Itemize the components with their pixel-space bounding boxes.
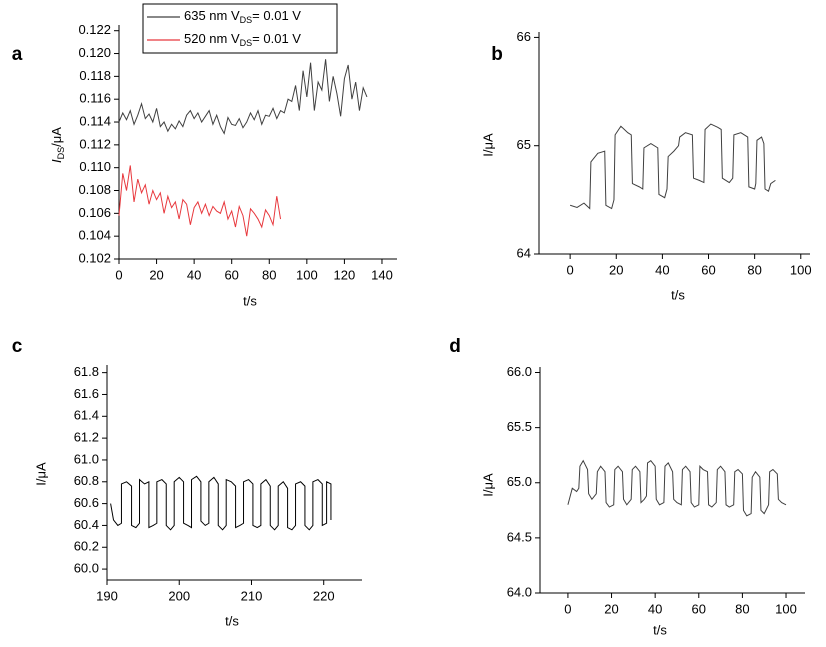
x-tick-label: 190 <box>96 588 118 603</box>
panel: c 190 200 210 220 60.0 60.2 60.4 60.6 60.8 61.0 61.… <box>12 336 362 628</box>
data-line <box>110 475 332 531</box>
x-tick-label: 0 <box>115 267 122 282</box>
x-tick-label: 60 <box>701 262 715 277</box>
y-tick-label: 64 <box>517 245 531 260</box>
x-tick-label: 100 <box>296 267 318 282</box>
x-tick-label: 80 <box>262 267 276 282</box>
y-tick-label: 61.6 <box>74 386 99 401</box>
panel-label: a <box>12 44 23 65</box>
y-tick-label: 61.4 <box>74 408 99 423</box>
panel: a 0 20 40 60 80 100 120 140 0.102 0.104 0.106 0.108 0… <box>12 3 397 308</box>
x-tick-label: 40 <box>648 601 662 616</box>
x-tick-label: 80 <box>747 262 761 277</box>
y-tick-label: 61.8 <box>74 364 99 379</box>
y-tick-label: 0.112 <box>79 136 111 151</box>
y-tick-label: 65.5 <box>507 419 532 434</box>
y-tick-label: 60.6 <box>74 495 99 510</box>
y-tick-label: 0.104 <box>78 228 111 243</box>
y-tick-label: 0.122 <box>78 22 111 37</box>
y-tick-label: 60.8 <box>74 473 99 488</box>
y-tick-label: 0.108 <box>78 182 111 197</box>
y-tick-label: 61.0 <box>74 451 99 466</box>
x-axis-label: t/s <box>671 287 685 302</box>
y-tick-label: 0.106 <box>78 205 111 220</box>
x-axis-label: t/s <box>225 613 239 628</box>
legend-label: 520 nm VDS= 0.01 V <box>184 31 301 48</box>
data-line <box>569 123 776 210</box>
y-tick-label: 66.0 <box>507 364 532 379</box>
x-tick-label: 140 <box>371 267 393 282</box>
y-tick-label: 0.116 <box>79 91 111 106</box>
x-tick-label: 60 <box>692 601 706 616</box>
y-tick-label: 66 <box>517 29 531 44</box>
x-tick-label: 80 <box>735 601 749 616</box>
y-tick-label: 0.102 <box>78 250 111 265</box>
x-tick-label: 210 <box>241 588 263 603</box>
panel-label: b <box>491 44 503 65</box>
x-tick-label: 220 <box>313 588 335 603</box>
x-tick-label: 20 <box>604 601 618 616</box>
y-tick-label: 64.5 <box>507 529 532 544</box>
panel-label: c <box>12 336 23 357</box>
y-tick-label: 0.118 <box>79 68 111 83</box>
data-line <box>118 59 368 135</box>
y-tick-label: 65 <box>517 137 531 152</box>
y-tick-label: 60.0 <box>74 561 99 576</box>
x-tick-label: 40 <box>187 267 201 282</box>
y-tick-label: 60.2 <box>74 539 99 554</box>
x-tick-label: 20 <box>609 262 623 277</box>
x-tick-label: 0 <box>567 262 574 277</box>
x-tick-label: 100 <box>775 601 797 616</box>
legend-box <box>142 3 338 54</box>
legend: 635 nm VDS= 0.01 V 520 nm VDS= 0.01 V <box>142 3 338 54</box>
y-axis-label: I/μA <box>480 133 495 157</box>
x-axis-label: t/s <box>653 622 667 637</box>
x-tick-label: 60 <box>224 267 238 282</box>
y-tick-label: 0.114 <box>79 113 111 128</box>
panel: d 0 20 40 60 80 100 64.0 64.5 65.0 65.5 66.0 t/s I/μA <box>449 336 805 637</box>
x-tick-label: 40 <box>655 262 669 277</box>
data-line <box>118 165 282 237</box>
y-tick-label: 0.110 <box>79 159 111 174</box>
y-tick-label: 60.4 <box>74 517 99 532</box>
y-tick-label: 0.120 <box>78 45 111 60</box>
x-tick-label: 100 <box>790 262 812 277</box>
y-axis-label: I/μA <box>480 473 495 497</box>
legend-label: 635 nm VDS= 0.01 V <box>184 8 301 25</box>
x-tick-label: 20 <box>149 267 163 282</box>
x-axis-label: t/s <box>243 293 257 308</box>
data-line <box>567 459 787 517</box>
y-tick-label: 61.2 <box>74 430 99 445</box>
y-axis-label: IDS/μA <box>49 127 66 163</box>
y-axis-label: I/μA <box>33 462 48 486</box>
panel: b 0 20 40 60 80 100 64 65 66 t/s I/μA <box>480 29 811 303</box>
x-tick-label: 200 <box>168 588 190 603</box>
x-tick-label: 0 <box>564 601 571 616</box>
y-tick-label: 65.0 <box>507 474 532 489</box>
y-tick-label: 64.0 <box>507 584 532 599</box>
x-tick-label: 120 <box>334 267 356 282</box>
panel-label: d <box>449 336 461 357</box>
